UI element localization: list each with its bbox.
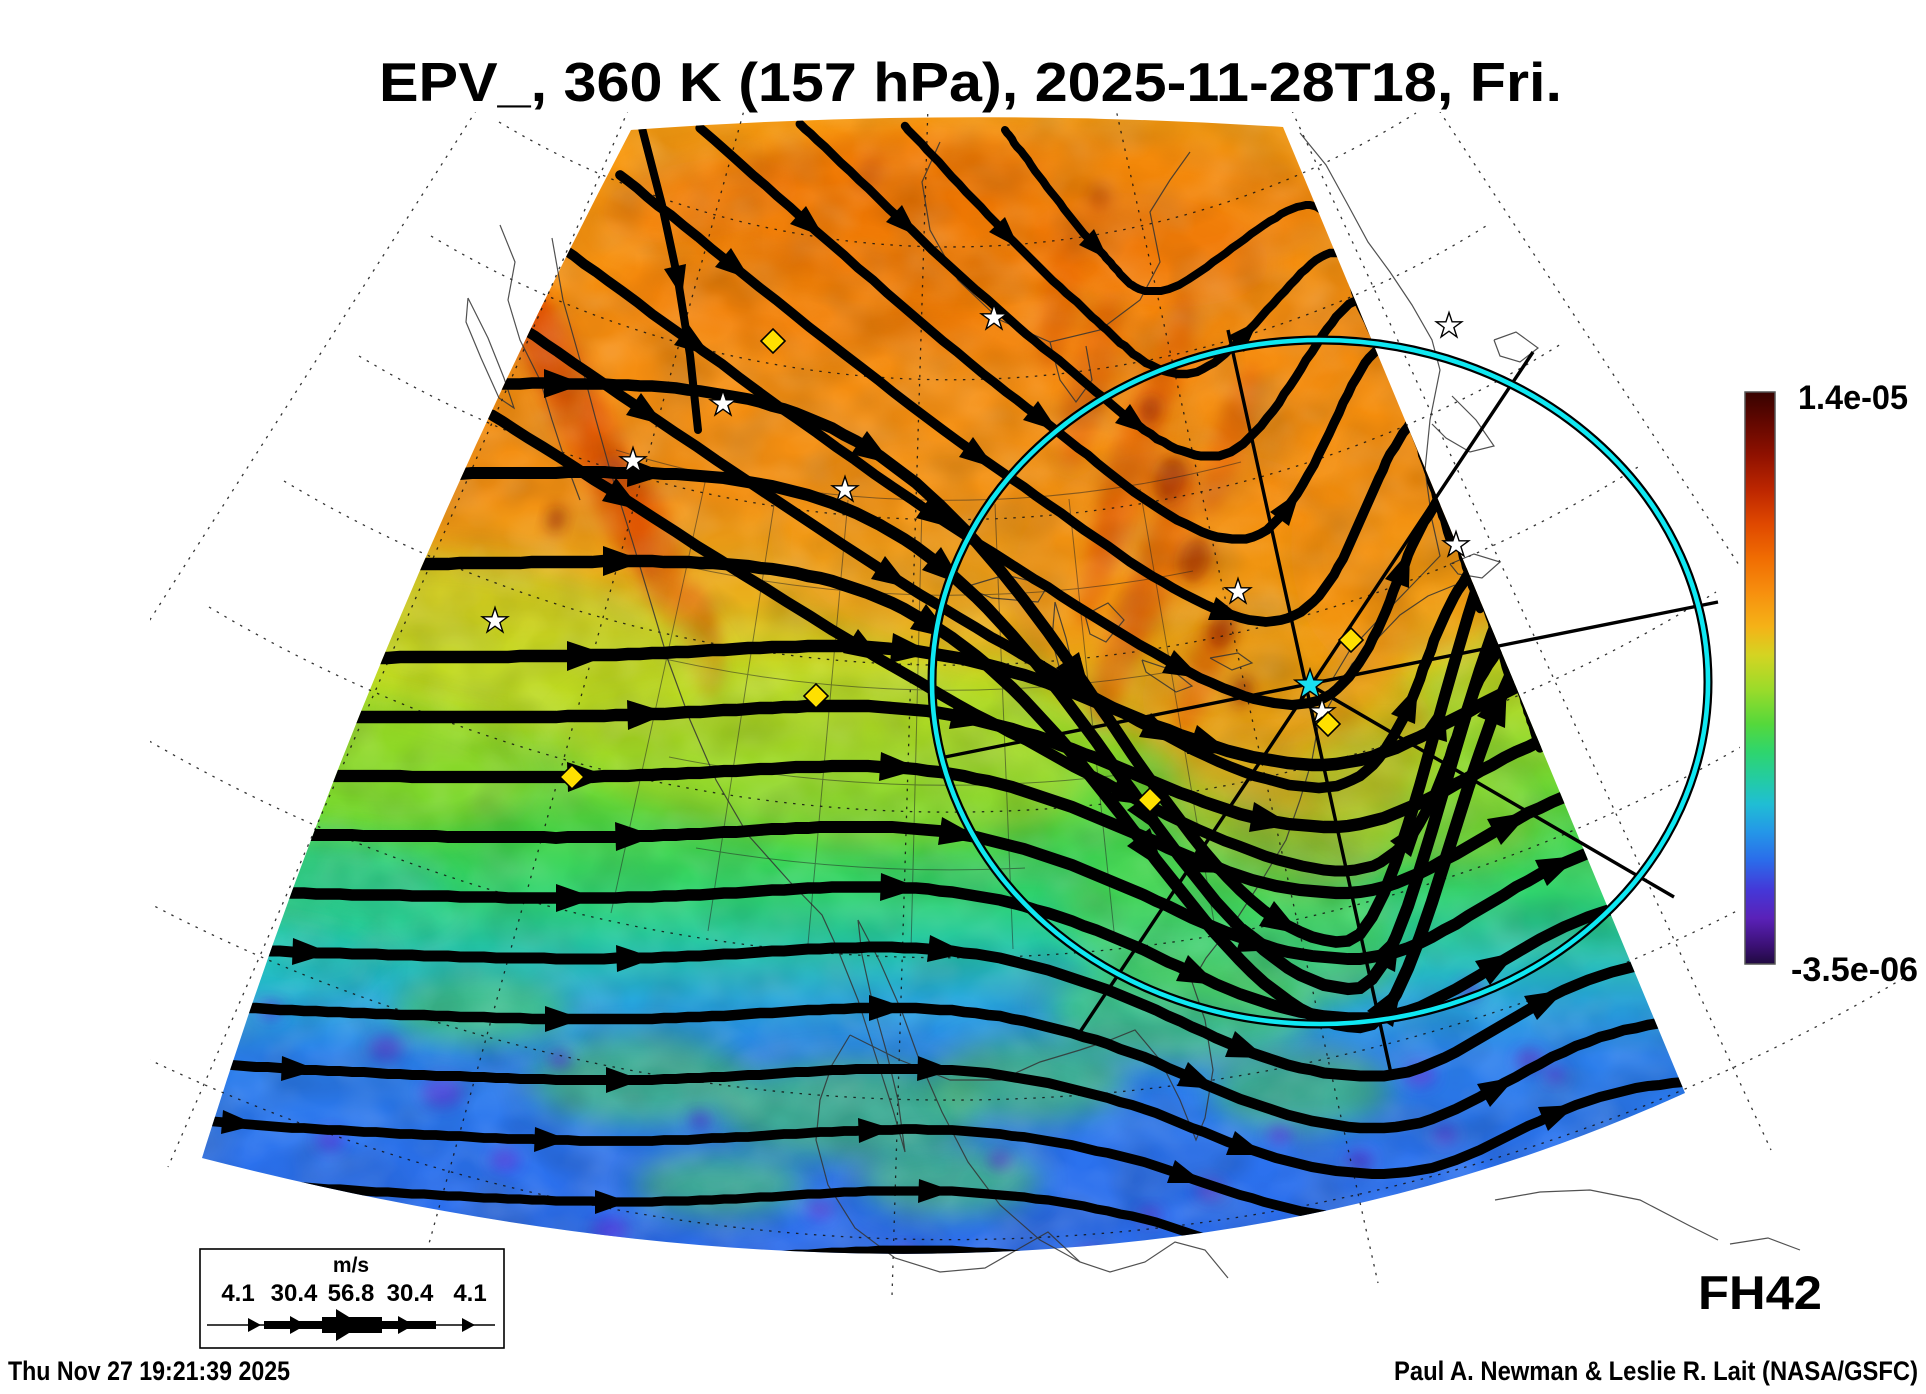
- svg-text:Thu Nov 27 19:21:39 2025: Thu Nov 27 19:21:39 2025: [8, 1356, 290, 1386]
- svg-text:m/s: m/s: [333, 1254, 369, 1277]
- svg-text:30.4: 30.4: [271, 1280, 318, 1307]
- svg-text:EPV_, 360 K (157 hPa), 2025-11: EPV_, 360 K (157 hPa), 2025-11-28T18, Fr…: [379, 51, 1562, 113]
- svg-text:56.8: 56.8: [328, 1280, 375, 1307]
- svg-text:FH42: FH42: [1698, 1266, 1822, 1319]
- svg-text:1.4e-05: 1.4e-05: [1798, 379, 1908, 417]
- svg-text:4.1: 4.1: [221, 1280, 254, 1307]
- svg-text:30.4: 30.4: [387, 1280, 434, 1307]
- svg-text:4.1: 4.1: [453, 1280, 486, 1307]
- svg-text:Paul A. Newman & Leslie R. Lai: Paul A. Newman & Leslie R. Lait (NASA/GS…: [1394, 1356, 1918, 1386]
- svg-text:-3.5e-06: -3.5e-06: [1791, 951, 1918, 989]
